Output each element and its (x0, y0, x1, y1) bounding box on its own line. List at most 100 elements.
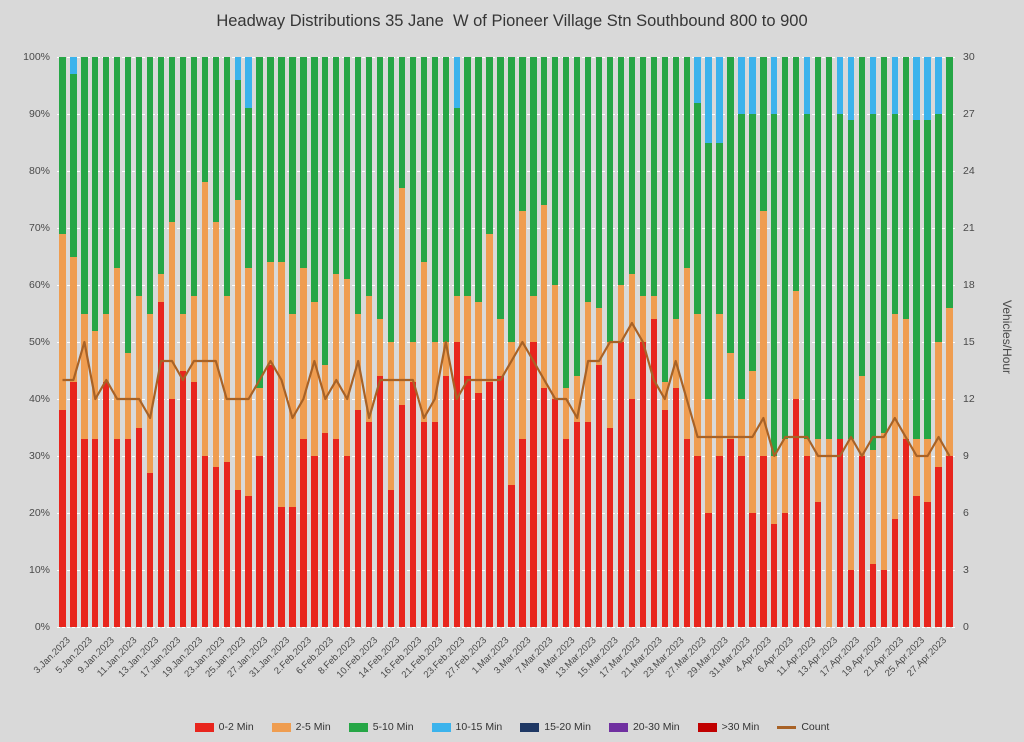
legend-item-0-2Min: 0-2 Min (194, 721, 254, 733)
bar-segment-2-5Min (924, 438, 931, 502)
y-right-tick: 3 (963, 564, 969, 576)
bar-segment-5-10Min (683, 57, 690, 268)
legend-line-swatch (777, 725, 797, 729)
bar-segment-2-5Min (913, 438, 920, 496)
bar-segment-0-2Min (81, 438, 88, 627)
bar-segment-0-2Min (256, 456, 263, 627)
bar-segment-0-2Min (814, 501, 822, 627)
stacked-bar (135, 57, 143, 627)
bar-segment-2-5Min (508, 342, 515, 485)
bar-segment-0-2Min (201, 456, 208, 627)
bar-segment-5-10Min (81, 57, 88, 314)
bar-segment-2-5Min (168, 222, 176, 399)
bar-segment-0-2Min (354, 410, 362, 627)
stacked-bar (453, 57, 460, 627)
bar-segment-2-5Min (694, 313, 701, 456)
stacked-bar (650, 57, 657, 627)
stacked-bar (869, 57, 877, 627)
bar-segment-10-15Min (935, 57, 942, 115)
y-right-tick: 12 (963, 393, 975, 405)
bar-segment-5-10Min (223, 57, 230, 297)
bar-segment-2-5Min (92, 330, 99, 439)
bar-segment-2-5Min (201, 182, 208, 456)
bar-segment-5-10Min (387, 57, 395, 343)
bar-segment-2-5Min (398, 188, 406, 405)
bar-segment-5-10Min (103, 57, 110, 314)
stacked-bar (825, 57, 833, 627)
bar-segment-2-5Min (606, 342, 614, 428)
bar-segment-5-10Min (354, 57, 362, 314)
stacked-bar (705, 57, 712, 627)
legend-item-Count: Count (777, 721, 829, 733)
bar-segment-5-10Min (760, 57, 767, 211)
gridline (57, 228, 955, 229)
stacked-bar (475, 57, 482, 627)
bar-segment-5-10Min (179, 57, 187, 314)
stacked-bar (563, 57, 570, 627)
bar-segment-2-5Min (639, 296, 647, 342)
bar-segment-5-10Min (716, 142, 723, 314)
stacked-bar (245, 57, 252, 627)
bar-segment-0-2Min (738, 456, 745, 627)
bar-segment-0-2Min (125, 438, 132, 627)
stacked-bar (201, 57, 208, 627)
bar-segment-5-10Min (168, 57, 176, 223)
bar-segment-0-2Min (289, 507, 296, 627)
stacked-bar (793, 57, 800, 627)
bar-segment-10-15Min (716, 57, 723, 143)
bar-segment-2-5Min (234, 199, 241, 491)
bar-segment-5-10Min (639, 57, 647, 297)
bar-segment-0-2Min (146, 473, 154, 627)
bar-segment-5-10Min (234, 79, 241, 200)
stacked-bar (81, 57, 88, 627)
bar-segment-10-15Min (749, 57, 756, 114)
bar-segment-2-5Min (59, 233, 66, 411)
bar-segment-5-10Min (825, 57, 833, 439)
stacked-bar (344, 57, 351, 627)
bar-segment-0-2Min (727, 438, 734, 627)
y-left-tick: 100% (23, 51, 50, 63)
legend-color-swatch (194, 722, 214, 732)
stacked-bar (146, 57, 154, 627)
legend-color-swatch (271, 722, 291, 732)
stacked-bar (935, 57, 942, 627)
bar-segment-2-5Min (300, 267, 307, 439)
stacked-bar (946, 57, 953, 627)
bar-segment-0-2Min (563, 438, 570, 627)
stacked-bar (59, 57, 66, 627)
stacked-bar (530, 57, 537, 627)
legend-label: 0-2 Min (218, 721, 254, 733)
stacked-bar (716, 57, 723, 627)
bar-segment-2-5Min (617, 285, 625, 342)
legend-label: 15-20 Min (544, 721, 591, 733)
legend-color-swatch (608, 722, 628, 732)
bar-segment-5-10Min (705, 142, 712, 399)
bar-segment-2-5Min (902, 319, 909, 439)
y-right-tick: 6 (963, 507, 969, 519)
bar-segment-0-2Min (322, 433, 329, 627)
bar-segment-2-5Min (716, 313, 723, 456)
bar-segment-2-5Min (114, 267, 121, 439)
stacked-bar (782, 57, 789, 627)
stacked-bar (486, 57, 493, 627)
bar-segment-5-10Min (628, 57, 636, 274)
bar-segment-0-2Min (179, 370, 187, 627)
bar-segment-5-10Min (464, 57, 471, 297)
bar-segment-2-5Min (814, 438, 822, 502)
bar-segment-2-5Min (354, 313, 362, 411)
stacked-bar (311, 57, 318, 627)
bar-segment-5-10Min (190, 57, 198, 297)
bar-segment-5-10Min (420, 57, 428, 263)
bar-segment-0-2Min (694, 456, 701, 627)
bar-segment-0-2Min (300, 438, 307, 627)
bar-segment-2-5Min (464, 296, 471, 377)
bar-segment-2-5Min (771, 456, 778, 525)
bar-segment-0-2Min (365, 421, 373, 627)
stacked-bar (891, 57, 898, 627)
bar-segment-2-5Min (146, 313, 154, 474)
bar-segment-5-10Min (814, 57, 822, 439)
stacked-bar (278, 57, 285, 627)
legend-item-20-30Min: 20-30 Min (608, 721, 680, 733)
bar-segment-0-2Min (705, 513, 712, 627)
